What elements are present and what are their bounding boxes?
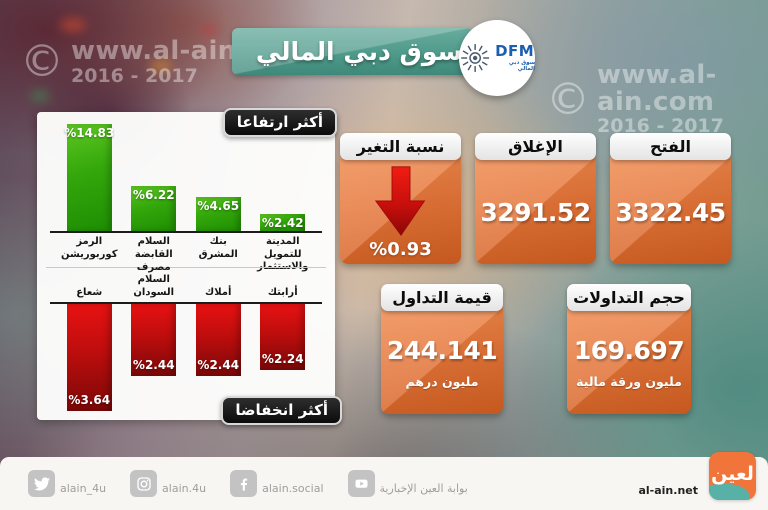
bar-value-label: %2.24 <box>261 352 304 366</box>
instagram-icon <box>130 470 158 497</box>
losers-title-badge: أكثر انخفاضا <box>221 396 342 425</box>
twitter-icon <box>28 470 55 497</box>
background-light <box>60 18 86 32</box>
trade-value-card: قيمة التداول 244.141 مليون درهم <box>381 284 503 414</box>
trade-value: 244.141 <box>386 336 498 365</box>
youtube-icon <box>347 470 375 497</box>
gainer-bar: %6.22 <box>125 186 184 231</box>
dfm-logo-text: DFM <box>495 42 535 60</box>
close-card-title: الإغلاق <box>475 133 596 160</box>
chart-divider <box>46 267 326 268</box>
portal-label: بوابة العين الإخبارية <box>379 482 468 495</box>
close-card: الإغلاق 3291.52 <box>475 133 596 264</box>
bar-value-label: %2.44 <box>197 358 240 372</box>
trade-volume-value: 169.697 <box>573 336 685 365</box>
bar-category-label: بنك المشرق <box>198 236 238 260</box>
background-light <box>150 60 172 72</box>
facebook-handle: alain.social <box>230 470 324 497</box>
trade-volume-title: حجم التداولات <box>567 284 691 311</box>
open-card: الفتح 3322.45 <box>610 133 731 264</box>
bar-category-label: المدينة للتمويل والاستثمار <box>257 236 308 272</box>
twitter-handle-text: alain_4u <box>60 482 107 495</box>
axis-baseline <box>50 231 322 233</box>
watermark-right: © www.al-ain.com 2016 - 2017 <box>546 62 768 137</box>
bar-value-label: %2.42 <box>261 216 304 230</box>
background-light <box>200 25 218 35</box>
dfm-logo-subtext: سوق دبي المالي <box>508 60 535 72</box>
bar-category-label: أرابتك <box>267 286 298 298</box>
gainers-chart: %14.83 %6.22 %4.65 %2.42 الرمز كوربوريشن السل… <box>47 124 325 274</box>
dfm-logo: DFM سوق دبي المالي <box>459 20 535 96</box>
bar-value-label: %2.44 <box>132 358 175 372</box>
instagram-handle: alain.4u <box>130 470 206 497</box>
copyright-symbol: © <box>546 73 590 125</box>
gainers-title-badge: أكثر ارتفاعا <box>222 108 337 137</box>
open-card-title: الفتح <box>610 133 731 160</box>
bar-value-label: %3.64 <box>68 393 111 407</box>
change-value: %0.93 <box>369 238 432 260</box>
change-card: نسبة التغير %0.93 <box>340 133 461 264</box>
twitter-handle: alain_4u <box>28 470 106 497</box>
alain-logo-text: لعين <box>711 463 754 485</box>
instagram-handle-text: alain.4u <box>162 482 207 495</box>
watermark-url: www.al-ain.com <box>597 60 717 117</box>
bar-category-label: أملاك <box>205 286 232 298</box>
bar-value-label: %14.83 <box>64 126 115 140</box>
copyright-symbol: © <box>20 36 64 88</box>
change-card-title: نسبة التغير <box>340 133 461 160</box>
watermark-years: 2016 - 2017 <box>71 64 198 87</box>
header-banner: سوق دبي المالي <box>232 28 472 75</box>
loser-bar: %2.44 <box>125 304 184 376</box>
losers-chart: شعاع مصرف السلام السودان أملاك أرابتك %3.64%… <box>47 262 325 411</box>
site-url: al-ain.net <box>638 484 698 497</box>
youtube-portal: بوابة العين الإخبارية <box>347 470 468 497</box>
bar-category-label: الرمز كوربوريشن <box>60 236 118 260</box>
bar-value-label: %6.22 <box>132 188 175 202</box>
trade-value-unit: مليون درهم <box>405 374 479 389</box>
facebook-icon <box>230 470 258 497</box>
watermark-years: 2016 - 2017 <box>597 115 724 138</box>
gainer-bar: %14.83 <box>60 124 119 231</box>
open-value: 3322.45 <box>615 197 726 227</box>
bar-category-label: مصرف السلام السودان <box>133 261 175 298</box>
bar-category-label: شعاع <box>76 286 103 298</box>
trade-value-title: قيمة التداول <box>381 284 503 311</box>
facebook-handle-text: alain.social <box>262 482 324 495</box>
gainer-bar: %4.65 <box>189 197 248 231</box>
background-light <box>30 90 50 102</box>
down-arrow-icon <box>374 165 425 236</box>
bar-category-label: السلام القابضة <box>134 236 173 260</box>
trade-volume-unit: مليون ورقة مالية <box>576 374 682 389</box>
alain-logo: لعين <box>709 452 756 500</box>
trade-volume-card: حجم التداولات 169.697 مليون ورقة مالية <box>567 284 691 414</box>
loser-bar: %3.64 <box>60 304 119 411</box>
compass-rose-icon <box>461 44 490 72</box>
loser-bar: %2.44 <box>189 304 248 376</box>
loser-bar: %2.24 <box>254 304 313 370</box>
page-title: سوق دبي المالي <box>255 37 463 66</box>
footer-bar: alain_4u alain.4u alain.social ب <box>0 452 768 510</box>
movers-card: أكثر ارتفاعا %14.83 %6.22 %4.65 %2.42 الرمز … <box>37 108 342 425</box>
close-value: 3291.52 <box>480 197 591 227</box>
axis-baseline <box>50 302 322 304</box>
bar-value-label: %4.65 <box>197 199 240 213</box>
gainer-bar: %2.42 <box>254 214 313 231</box>
